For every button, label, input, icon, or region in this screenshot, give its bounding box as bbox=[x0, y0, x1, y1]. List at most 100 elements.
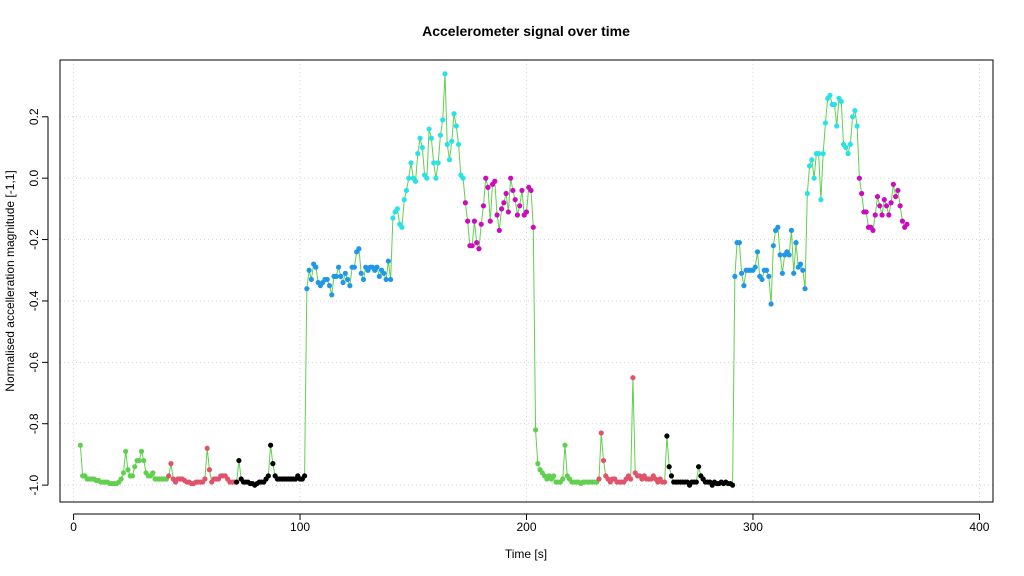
data-point bbox=[471, 218, 478, 224]
data-point bbox=[449, 138, 455, 144]
data-point bbox=[856, 175, 862, 181]
data-point bbox=[668, 473, 675, 479]
data-point bbox=[850, 114, 856, 120]
data-point bbox=[428, 135, 434, 141]
data-point bbox=[877, 203, 883, 209]
x-tick-label: 300 bbox=[743, 520, 763, 534]
data-point bbox=[394, 206, 401, 212]
data-point bbox=[129, 473, 136, 479]
data-point bbox=[827, 92, 833, 98]
data-point bbox=[431, 160, 437, 166]
data-point bbox=[510, 187, 516, 194]
y-tick-label: 0.0 bbox=[27, 170, 41, 187]
x-tick-label: 400 bbox=[969, 520, 989, 534]
chart-title: Accelerometer signal over time bbox=[422, 23, 630, 39]
data-point bbox=[763, 267, 770, 273]
data-point bbox=[847, 141, 853, 148]
data-point bbox=[628, 476, 634, 482]
data-point bbox=[505, 209, 511, 215]
data-point bbox=[736, 240, 742, 246]
data-point bbox=[437, 132, 444, 138]
data-point bbox=[800, 267, 806, 273]
y-axis: -1.0 -0.8 -0.6 -0.4 -0.2 0.0 0.2 bbox=[27, 108, 49, 495]
data-point bbox=[818, 197, 824, 203]
data-point bbox=[897, 203, 903, 209]
data-point bbox=[666, 464, 672, 470]
data-point bbox=[77, 442, 83, 448]
data-point bbox=[797, 261, 804, 267]
x-axis-label: Time [s] bbox=[505, 547, 547, 561]
data-point bbox=[342, 270, 348, 276]
data-point bbox=[313, 264, 319, 270]
data-point bbox=[329, 292, 335, 298]
data-point bbox=[872, 212, 878, 218]
data-point bbox=[360, 276, 367, 283]
data-point bbox=[859, 190, 865, 197]
data-point bbox=[408, 160, 414, 166]
data-point bbox=[870, 227, 876, 233]
data-point bbox=[498, 206, 505, 212]
data-point bbox=[693, 479, 699, 485]
data-point bbox=[304, 286, 310, 292]
data-point bbox=[460, 175, 466, 181]
data-point bbox=[523, 209, 530, 215]
data-point bbox=[388, 276, 394, 283]
data-point bbox=[494, 212, 500, 218]
data-point bbox=[822, 120, 829, 126]
data-point bbox=[426, 126, 432, 132]
data-point bbox=[729, 482, 736, 488]
x-tick-label: 200 bbox=[516, 520, 536, 534]
data-point bbox=[809, 157, 815, 163]
data-point bbox=[528, 187, 534, 194]
data-point bbox=[904, 221, 910, 227]
data-point bbox=[469, 243, 475, 249]
data-point bbox=[600, 457, 607, 464]
grid bbox=[60, 60, 993, 502]
data-point bbox=[118, 476, 124, 482]
data-point bbox=[492, 178, 498, 184]
data-point bbox=[879, 212, 885, 218]
data-point bbox=[166, 473, 172, 479]
data-point bbox=[478, 221, 484, 227]
y-tick-label: -0.8 bbox=[27, 413, 41, 434]
data-point bbox=[374, 264, 380, 270]
data-point bbox=[406, 175, 412, 181]
data-point bbox=[451, 111, 457, 117]
data-point bbox=[501, 200, 507, 206]
data-point bbox=[333, 273, 339, 279]
x-tick-label: 0 bbox=[70, 520, 77, 534]
data-point bbox=[793, 240, 799, 246]
data-point bbox=[358, 270, 364, 276]
data-point bbox=[854, 123, 860, 129]
data-point bbox=[335, 264, 342, 270]
y-tick-label: 0.2 bbox=[27, 108, 41, 125]
data-point bbox=[326, 283, 333, 289]
y-axis-label: Normalised accelleration magnitude [-1,1… bbox=[3, 170, 17, 391]
data-point bbox=[204, 445, 210, 451]
data-point bbox=[340, 279, 346, 286]
data-point bbox=[383, 276, 389, 283]
data-point bbox=[806, 163, 813, 169]
data-point bbox=[834, 123, 840, 129]
plot-frame bbox=[59, 59, 994, 503]
data-point bbox=[530, 224, 536, 230]
data-point bbox=[412, 178, 419, 184]
data-point bbox=[512, 197, 518, 203]
data-point bbox=[308, 276, 314, 283]
data-point bbox=[852, 108, 858, 114]
data-point bbox=[881, 197, 887, 203]
data-point bbox=[791, 270, 797, 276]
data-point bbox=[125, 467, 131, 473]
data-point bbox=[401, 197, 407, 203]
y-tick-label: -0.6 bbox=[27, 352, 41, 373]
data-point bbox=[483, 175, 489, 181]
data-point bbox=[816, 151, 822, 157]
data-point bbox=[895, 187, 901, 194]
data-point bbox=[811, 175, 817, 181]
data-point bbox=[442, 71, 448, 77]
data-point bbox=[496, 227, 502, 233]
data-point bbox=[270, 461, 276, 467]
data-point bbox=[888, 200, 894, 206]
data-point bbox=[732, 273, 738, 279]
data-point bbox=[435, 160, 441, 166]
